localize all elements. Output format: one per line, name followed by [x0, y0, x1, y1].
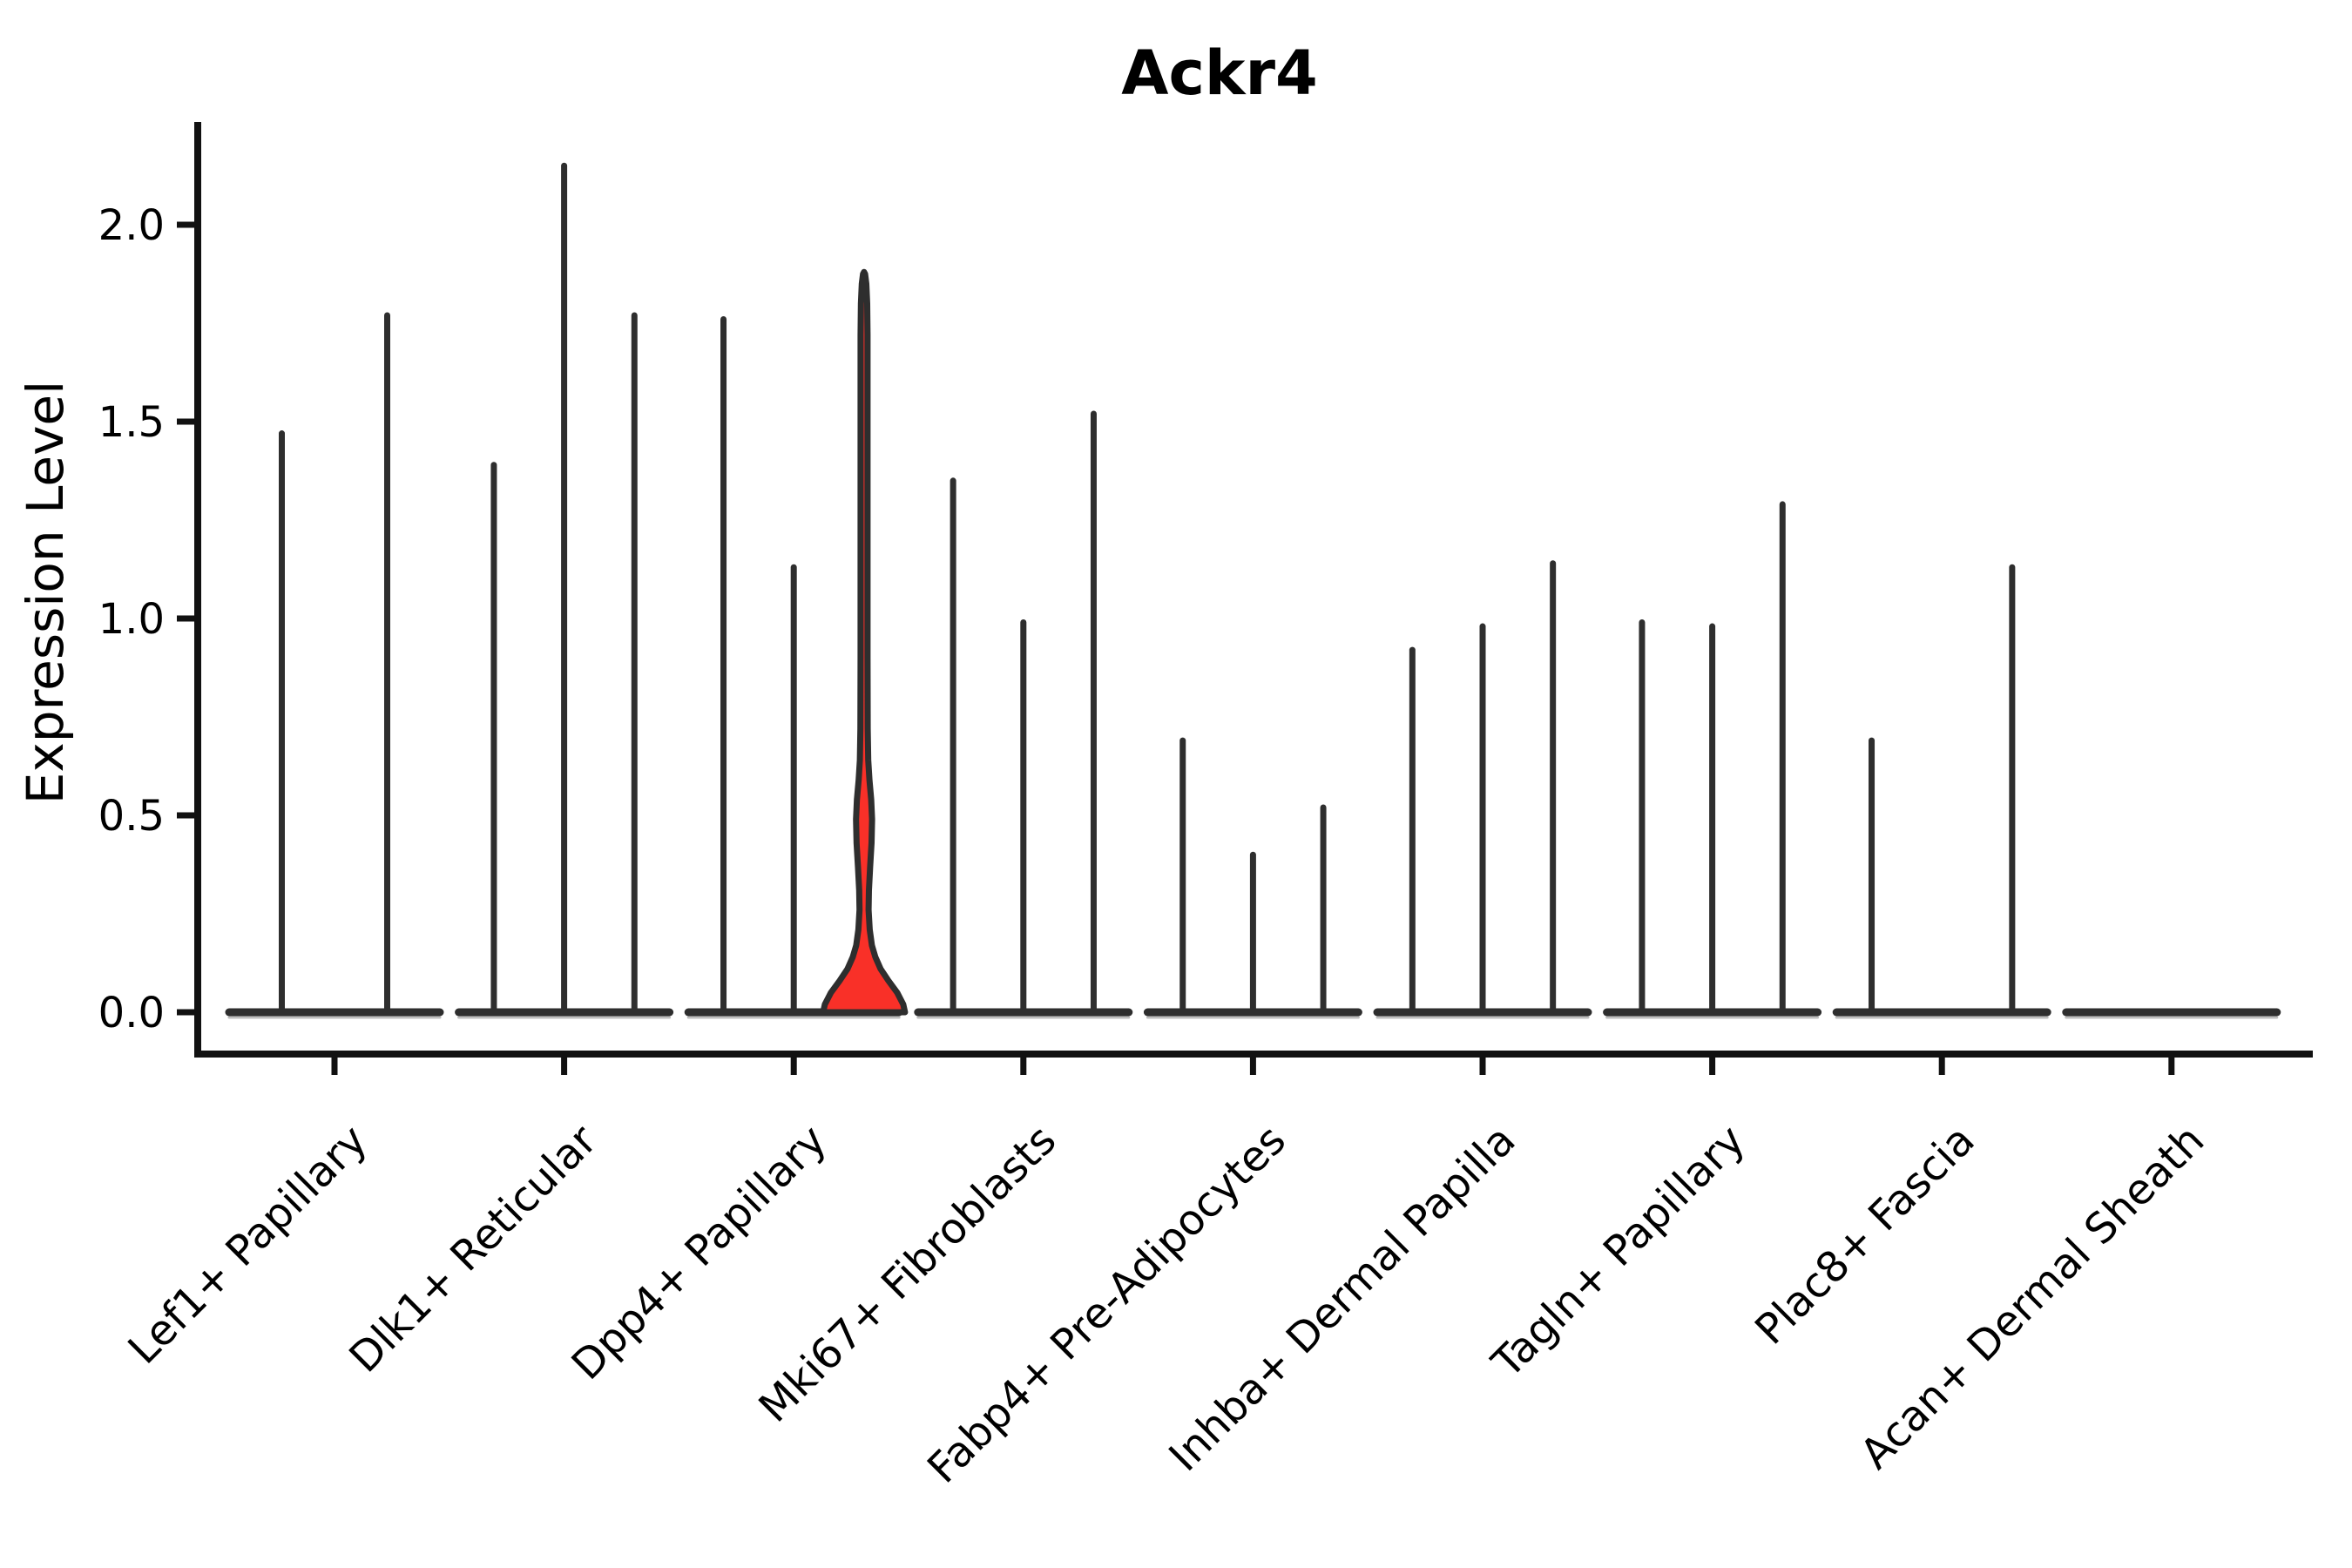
x-tick-label: Dpp4+ Papillary	[563, 1116, 836, 1389]
x-tick-label: Dlk1+ Reticular	[340, 1116, 606, 1382]
x-tick-label: Tagln+ Papillary	[1483, 1116, 1754, 1388]
y-tick-label: 0.5	[98, 792, 165, 841]
y-tick-label: 1.5	[98, 398, 165, 447]
y-axis-label: Expression Level	[16, 381, 75, 804]
x-tick-label: Lef1+ Papillary	[119, 1116, 377, 1374]
y-tick-label: 1.0	[98, 595, 165, 644]
y-tick-label: 2.0	[98, 201, 165, 250]
y-tick-label: 0.0	[98, 989, 165, 1037]
chart-title: Ackr4	[1121, 37, 1317, 109]
violin-highlighted	[820, 268, 909, 1016]
x-tick-label: Plac8+ Fascia	[1746, 1116, 1984, 1355]
